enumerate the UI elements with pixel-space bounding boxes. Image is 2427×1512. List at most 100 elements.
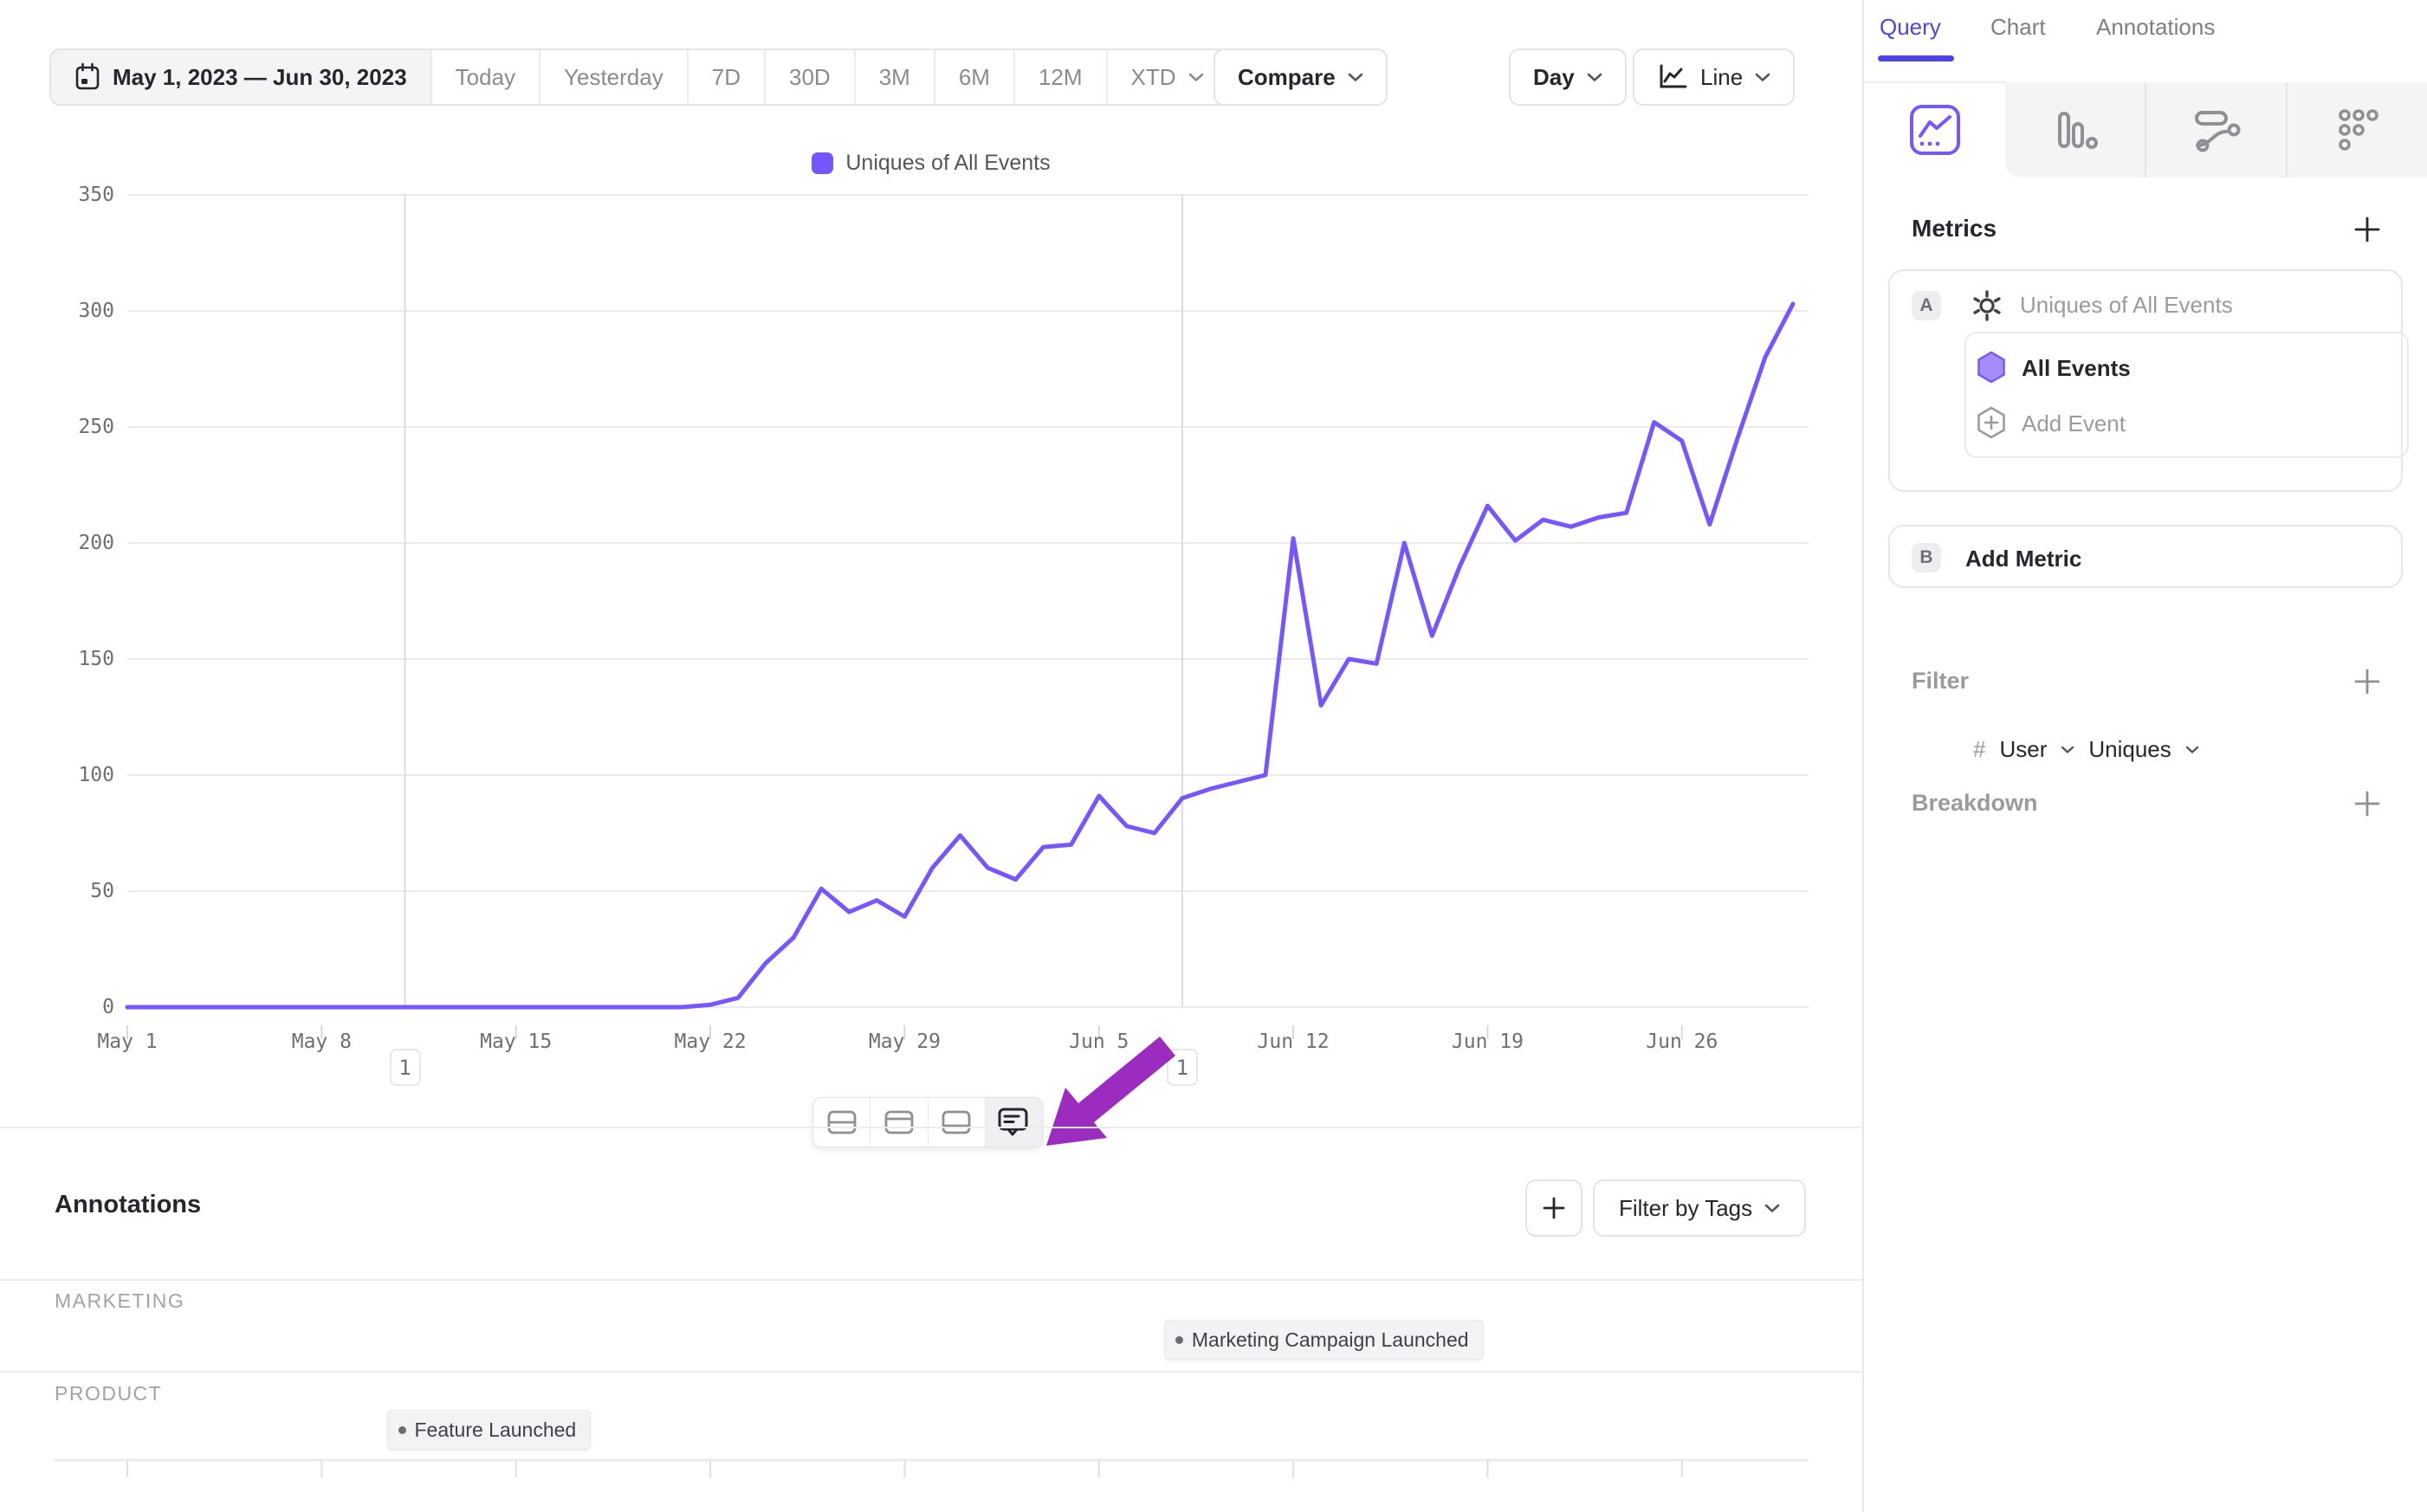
y-axis-tick-150: 150 (78, 648, 114, 670)
granularity-button[interactable]: Day (1509, 48, 1627, 106)
metric-card-b-add-metric[interactable]: B Add Metric (1888, 525, 2403, 588)
section-divider (0, 1127, 1862, 1128)
series-line-uniques-of-all-events (125, 301, 1796, 1010)
split-horizontal-layout-icon (827, 1110, 857, 1134)
chart-type-button[interactable]: Line (1633, 48, 1796, 106)
active-tab-underline (1878, 55, 1954, 61)
legend-swatch (812, 152, 834, 174)
preset-12m[interactable]: 12M (1015, 50, 1108, 104)
preset-6m[interactable]: 6M (935, 50, 1015, 104)
y-axis-tick-350: 350 (78, 184, 114, 206)
add-annotation-button[interactable] (1525, 1179, 1582, 1237)
metric-events-card: All Events Add Event (1964, 332, 2409, 458)
tabbar-divider (1864, 81, 2005, 83)
annotation-chip[interactable]: Marketing Campaign Launched (1163, 1320, 1484, 1360)
compare-button[interactable]: Compare (1214, 48, 1388, 106)
chart-type-flow[interactable] (2146, 82, 2288, 178)
annotation-chip-label: Marketing Campaign Launched (1191, 1328, 1469, 1351)
preset-3m[interactable]: 3M (856, 50, 935, 104)
y-axis-tick-250: 250 (78, 416, 114, 438)
annotation-count-badge-2[interactable]: 1 (1166, 1049, 1198, 1086)
bottom-panel-layout-button[interactable] (929, 1098, 986, 1147)
tab-query[interactable]: Query (1880, 14, 1941, 40)
metric-settings-gear-icon[interactable] (1970, 288, 2004, 323)
annotation-comment-button[interactable] (985, 1098, 1042, 1147)
split-horizontal-layout-button[interactable] (813, 1098, 871, 1147)
date-range-button[interactable]: May 1, 2023 — Jun 30, 2023 (51, 50, 432, 104)
chart-type-insights-active[interactable] (1864, 82, 2005, 178)
aggregation-prefix: # (1973, 736, 1986, 762)
aggregation-function-dropdown[interactable]: Uniques (2088, 736, 2171, 762)
chevron-down-icon (1755, 73, 1770, 81)
annotation-group-divider (0, 1371, 1862, 1373)
preset-yesterday[interactable]: Yesterday (540, 50, 689, 104)
annotation-group-label-marketing: MARKETING (55, 1289, 185, 1312)
all-events-hexagon-icon (1977, 351, 2005, 384)
x-axis-tick-may-8: May 8 (291, 1031, 352, 1053)
metric-a-name: Uniques of All Events (2020, 292, 2233, 318)
preset-30d[interactable]: 30D (766, 50, 856, 104)
legend-label: Uniques of All Events (845, 151, 1051, 175)
y-axis-tick-100: 100 (78, 764, 114, 786)
chevron-down-icon (2185, 746, 2198, 753)
annotation-dot (398, 1425, 406, 1434)
x-axis-tick-may-1: May 1 (97, 1031, 158, 1053)
x-axis-tick-jun-26: Jun 26 (1646, 1031, 1718, 1053)
tab-annotations[interactable]: Annotations (2096, 14, 2216, 40)
annotation-group-label-product: PRODUCT (55, 1382, 163, 1405)
annotation-chip-label: Feature Launched (414, 1418, 577, 1441)
chart-type-row (2005, 82, 2427, 178)
plus-icon (2354, 669, 2380, 695)
add-filter-button[interactable] (2353, 667, 2382, 696)
query-sidebar: Query Chart Annotations (1862, 0, 2427, 1512)
annotations-header-divider (0, 1279, 1862, 1281)
add-metric-button[interactable]: Add Metric (1965, 546, 2082, 572)
add-event-button[interactable]: Add Event (2022, 410, 2126, 436)
chevron-down-icon (2061, 746, 2074, 753)
preset-xtd[interactable]: XTD (1108, 50, 1227, 104)
metrics-heading: Metrics (1912, 215, 1997, 242)
filter-heading: Filter (1912, 668, 1970, 694)
top-panel-layout-icon (884, 1110, 914, 1134)
chevron-down-icon (1348, 73, 1363, 81)
annotation-dot (1175, 1335, 1183, 1344)
x-axis-tick-may-22: May 22 (674, 1031, 747, 1053)
add-metric-plus-button[interactable] (2353, 215, 2382, 244)
metric-card-a[interactable]: A Uniques of All Events All Events (1888, 269, 2409, 762)
sidebar-tabs: Query Chart Annotations (1864, 0, 2427, 61)
tab-chart[interactable]: Chart (1990, 14, 2046, 40)
chart-type-retention[interactable] (2288, 82, 2427, 178)
date-range-label: May 1, 2023 — Jun 30, 2023 (113, 63, 407, 90)
main-area: May 1, 2023 — Jun 30, 2023 Today Yesterda… (0, 48, 1862, 1477)
chart-legend[interactable]: Uniques of All Events (0, 151, 1862, 176)
date-preset-group: May 1, 2023 — Jun 30, 2023 Today Yesterda… (49, 48, 1229, 106)
plus-icon (1543, 1197, 1565, 1219)
add-breakdown-button[interactable] (2353, 789, 2382, 818)
line-chart-icon (1660, 64, 1687, 88)
annotation-chip[interactable]: Feature Launched (386, 1410, 592, 1450)
event-all-events[interactable]: All Events (2022, 355, 2131, 381)
filter-by-tags-button[interactable]: Filter by Tags (1593, 1179, 1807, 1237)
x-axis-tick-jun-5: Jun 5 (1069, 1031, 1129, 1053)
preset-today[interactable]: Today (432, 50, 541, 104)
chevron-down-icon (1188, 73, 1203, 81)
line-chart-plot (125, 194, 1809, 1039)
breakdown-heading: Breakdown (1912, 790, 2038, 816)
y-axis-tick-0: 0 (102, 996, 114, 1018)
chart-footer-toolbar (812, 1097, 1043, 1147)
annotations-timeline-axis (55, 1458, 1809, 1477)
line-chart-type-icon (1909, 105, 1960, 155)
annotation-comment-icon (998, 1108, 1028, 1136)
aggregation-entity-dropdown[interactable]: User (1999, 736, 2048, 762)
x-axis-tick-may-29: May 29 (868, 1031, 941, 1053)
annotations-panel-title: Annotations (55, 1191, 202, 1218)
chart-type-bar[interactable] (2005, 82, 2146, 178)
chevron-down-icon (1764, 1204, 1780, 1212)
y-axis-tick-300: 300 (78, 300, 114, 322)
y-axis-tick-50: 50 (90, 880, 114, 902)
top-panel-layout-button[interactable] (870, 1098, 929, 1147)
flow-chart-type-icon (2194, 111, 2240, 152)
preset-7d[interactable]: 7D (689, 50, 766, 104)
annotation-count-badge-1[interactable]: 1 (389, 1049, 421, 1086)
x-axis-tick-may-15: May 15 (480, 1031, 553, 1053)
